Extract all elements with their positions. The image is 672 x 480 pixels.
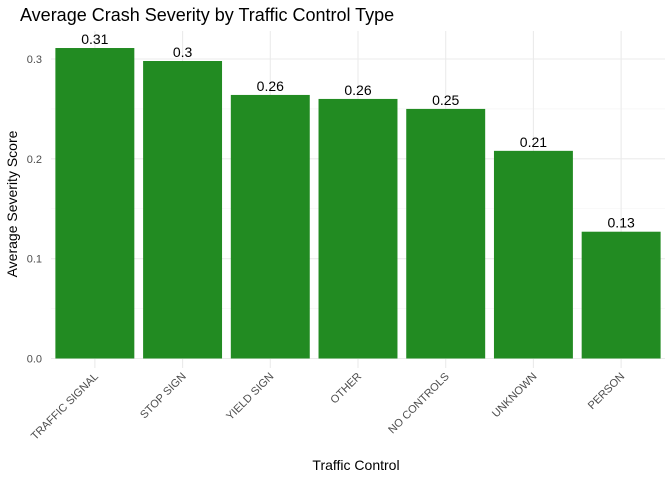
- bars: [55, 48, 661, 359]
- x-axis-title: Traffic Control: [312, 457, 399, 473]
- bar: [230, 94, 310, 359]
- y-axis-ticks: 0.0 0.1 0.2 0.3: [27, 54, 42, 366]
- data-label: 0.21: [520, 134, 547, 150]
- bar: [143, 60, 223, 359]
- data-label: 0.31: [81, 31, 108, 47]
- data-label: 0.26: [257, 78, 284, 94]
- x-tick-label: OTHER: [328, 371, 364, 407]
- y-tick-label: 0.1: [27, 254, 42, 266]
- x-tick-label: YIELD SIGN: [224, 371, 276, 423]
- x-tick-label: NO CONTROLS: [386, 371, 452, 437]
- y-axis-title: Average Severity Score: [4, 130, 20, 277]
- data-labels: 0.31 0.3 0.26 0.26 0.25 0.21 0.13: [81, 31, 635, 231]
- y-tick-label: 0.2: [27, 154, 42, 166]
- x-axis-ticks: TRAFFIC SIGNAL STOP SIGN YIELD SIGN OTHER NO…: [29, 371, 627, 443]
- x-tick-label: STOP SIGN: [138, 371, 189, 422]
- y-tick-label: 0.3: [27, 54, 42, 66]
- bar: [406, 108, 486, 359]
- y-tick-label: 0.0: [27, 354, 42, 366]
- x-tick-label: UNKNOWN: [490, 371, 540, 421]
- data-label: 0.25: [432, 92, 459, 108]
- bar: [581, 231, 661, 359]
- data-label: 0.26: [344, 82, 371, 98]
- x-tick-label: PERSON: [586, 371, 627, 412]
- bar: [493, 150, 573, 359]
- bar: [318, 98, 398, 359]
- chart-title: Average Crash Severity by Traffic Contro…: [20, 5, 394, 25]
- data-label: 0.13: [608, 215, 635, 231]
- x-tick-label: TRAFFIC SIGNAL: [29, 371, 101, 443]
- data-label: 0.3: [173, 44, 193, 60]
- bar: [55, 48, 135, 359]
